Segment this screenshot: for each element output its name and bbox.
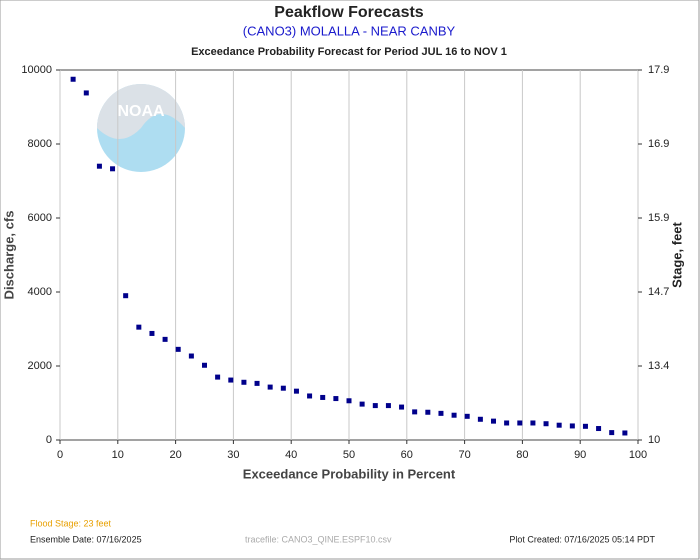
x-tick-label: 70 <box>458 449 470 461</box>
ensemble-date: Ensemble Date: 07/16/2025 <box>30 534 142 544</box>
point <box>188 353 194 359</box>
point <box>556 422 562 428</box>
x-tick-label: 30 <box>227 449 239 461</box>
point <box>280 385 286 391</box>
point <box>70 76 76 82</box>
y-tick-label: 6000 <box>28 212 52 224</box>
y-tick-label: 4000 <box>28 286 52 298</box>
point <box>451 412 457 418</box>
point <box>307 393 313 399</box>
point <box>202 362 207 368</box>
chart-subtitle2: Exceedance Probability Forecast for Peri… <box>191 46 507 58</box>
point <box>385 403 391 409</box>
point <box>162 336 168 342</box>
point <box>399 404 405 410</box>
point <box>582 423 588 429</box>
point <box>596 426 602 432</box>
point <box>241 379 247 385</box>
y2-tick-label: 10 <box>648 434 660 446</box>
point <box>438 410 444 416</box>
plot-created: Plot Created: 07/16/2025 05:14 PDT <box>509 534 655 544</box>
point <box>425 409 431 415</box>
point <box>569 423 575 429</box>
point <box>372 403 378 409</box>
noaa-logo: NOAA <box>97 84 185 172</box>
y2-tick-label: 14.7 <box>648 286 669 298</box>
chart-subtitle: (CANO3) MOLALLA - NEAR CANBY <box>243 23 456 38</box>
point <box>228 377 234 383</box>
x-tick-label: 50 <box>343 449 355 461</box>
point <box>530 420 536 426</box>
point <box>346 398 352 404</box>
y2-tick-label: 15.9 <box>648 212 669 224</box>
y-tick-label: 2000 <box>28 360 52 372</box>
x-tick-label: 90 <box>574 449 586 461</box>
point <box>477 416 483 422</box>
flood-stage: Flood Stage: 23 feet <box>30 518 112 528</box>
y-tick-label: 8000 <box>28 138 52 150</box>
point <box>96 163 102 169</box>
point <box>320 394 326 400</box>
y2-axis-title: Stage, feet <box>669 221 684 287</box>
point <box>504 420 510 426</box>
chart-title: Peakflow Forecasts <box>274 4 424 21</box>
y2-tick-label: 16.9 <box>648 138 669 150</box>
point <box>149 330 155 336</box>
point <box>412 409 418 415</box>
point <box>333 396 339 402</box>
y-tick-label: 0 <box>46 434 52 446</box>
tracefile: tracefile: CANO3_QINE.ESPF10.csv <box>245 534 392 544</box>
x-tick-label: 20 <box>169 449 181 461</box>
point <box>254 380 260 386</box>
point <box>359 401 365 407</box>
y-tick-label: 10000 <box>21 64 52 76</box>
point <box>123 293 129 299</box>
point <box>267 384 273 390</box>
point <box>110 166 116 172</box>
y2-tick-label: 13.4 <box>648 360 669 372</box>
x-tick-label: 10 <box>112 449 124 461</box>
y-axis-title: Discharge, cfs <box>1 211 16 300</box>
point <box>464 413 470 419</box>
point <box>517 420 523 426</box>
point <box>136 324 142 330</box>
point <box>543 421 549 427</box>
x-tick-label: 60 <box>401 449 413 461</box>
point <box>83 90 89 96</box>
x-axis-title: Exceedance Probability in Percent <box>243 466 456 481</box>
point <box>215 374 221 380</box>
point <box>175 346 181 352</box>
point <box>293 388 299 394</box>
point <box>622 430 628 436</box>
x-tick-label: 40 <box>285 449 297 461</box>
y2-tick-label: 17.9 <box>648 64 669 76</box>
point <box>491 418 496 424</box>
point <box>609 430 615 436</box>
x-tick-label: 80 <box>516 449 528 461</box>
logo-text: NOAA <box>117 103 165 120</box>
x-tick-label: 0 <box>57 449 63 461</box>
x-tick-label: 100 <box>629 449 647 461</box>
